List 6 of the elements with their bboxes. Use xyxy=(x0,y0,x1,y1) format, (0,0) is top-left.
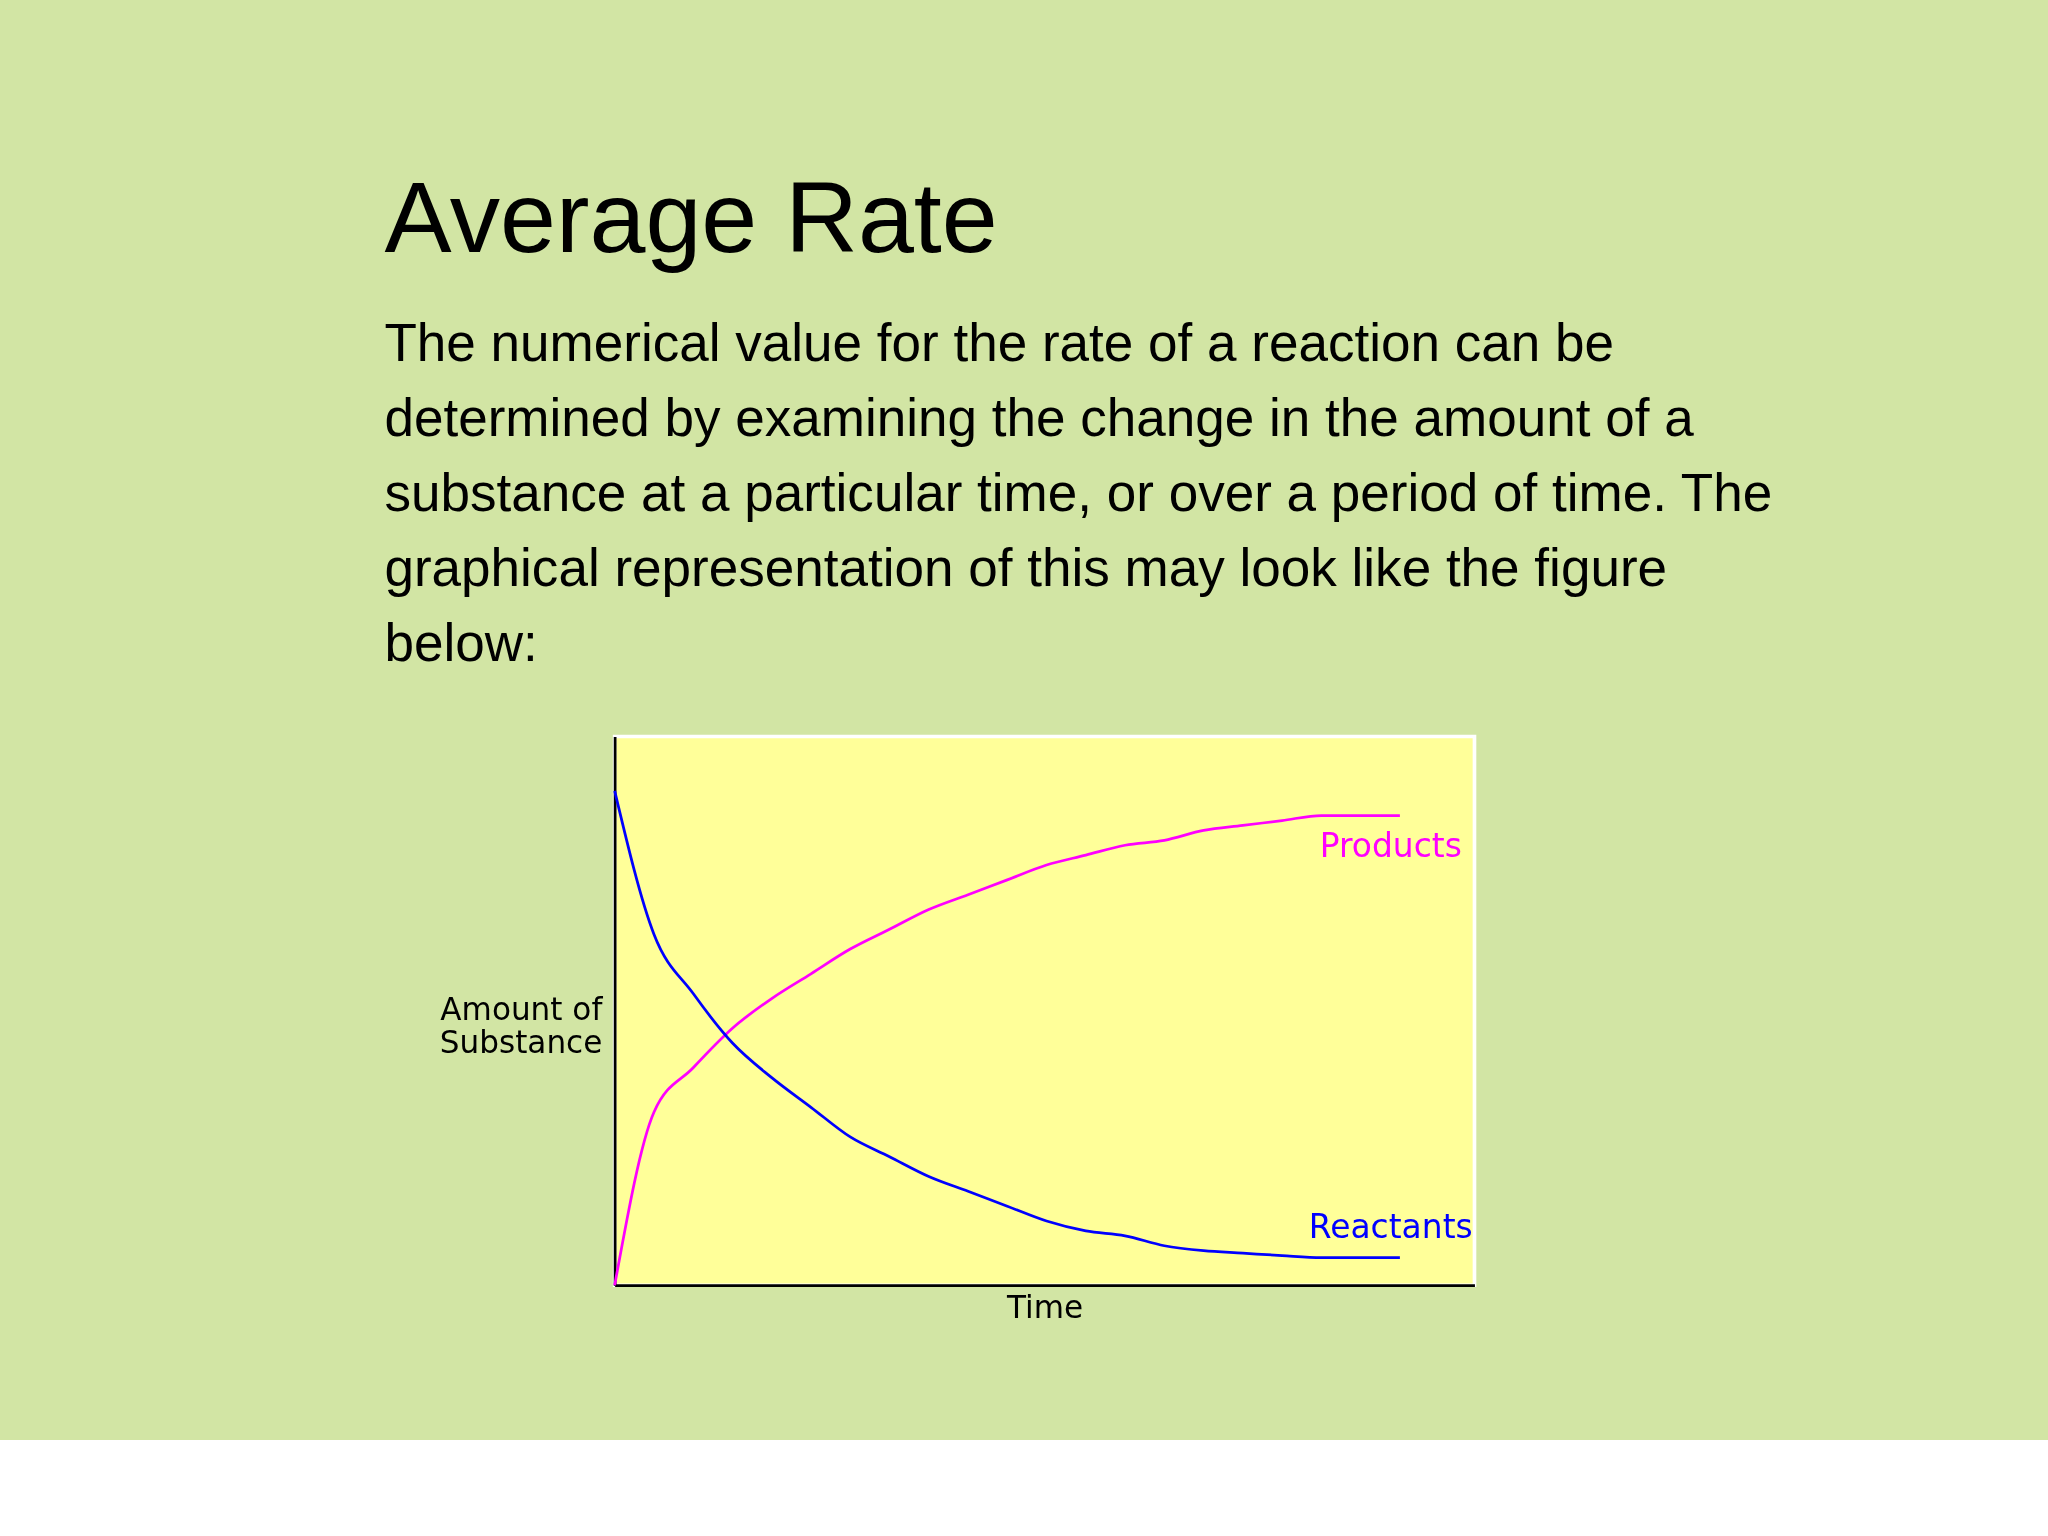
y-axis-title: Amount of Substance xyxy=(439,991,604,1061)
x-axis-title: Time xyxy=(1006,1288,1084,1325)
series-label: Reactants xyxy=(1308,1207,1473,1247)
chart-subtitle: The numerical value for the rate of a reaction can be determined by examining the change in the amount of a substance at a particular time, or over a period of time. The graphical representation of this may look like the figure below: xyxy=(384,312,1773,672)
chart-title: Average Rate xyxy=(384,160,998,273)
series-label: Products xyxy=(1319,825,1462,865)
